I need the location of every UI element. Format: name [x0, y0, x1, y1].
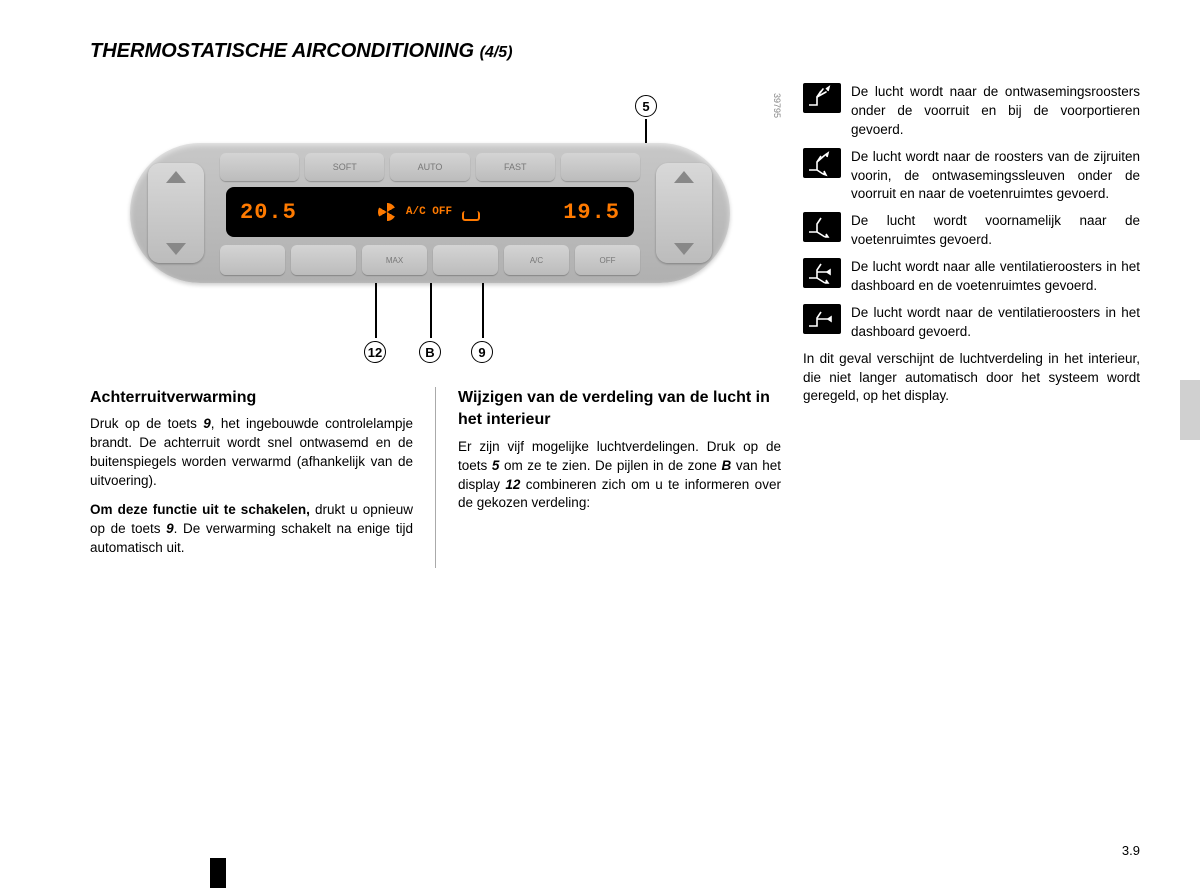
col3-footer: In dit geval verschijnt de luchtverdelin…	[803, 350, 1140, 407]
dist-text-1: De lucht wordt naar de roosters van de z…	[851, 148, 1140, 205]
dist-item-windshield-feet: De lucht wordt naar de roosters van de z…	[803, 148, 1140, 205]
climate-panel: SOFT AUTO FAST 20.5 A/C OFF 19.5	[130, 143, 730, 283]
title-suffix: (4/5)	[480, 44, 513, 61]
chevron-down-icon	[166, 243, 186, 255]
bot-btn-2	[291, 245, 356, 275]
dist-text-0: De lucht wordt naar de ontwasemingsroost…	[851, 83, 1140, 140]
bot-btn-3: MAX	[362, 245, 427, 275]
top-btn-dist	[561, 153, 640, 181]
image-ref: 39795	[772, 93, 782, 118]
bot-btn-1	[220, 245, 285, 275]
chevron-up-icon	[674, 171, 694, 183]
callout-5: 5	[635, 95, 657, 117]
column-1: Achterruitverwarming Druk op de toets 9,…	[90, 387, 413, 568]
top-button-row: SOFT AUTO FAST	[220, 153, 640, 181]
callout-12: 12	[364, 341, 386, 363]
temp-rocker-left	[148, 163, 204, 263]
page-columns: 39795 5 13 12 B 9	[90, 83, 1140, 568]
dist-text-4: De lucht wordt naar de ventilatierooster…	[851, 304, 1140, 342]
temp-rocker-right	[656, 163, 712, 263]
fan-icon	[378, 203, 396, 221]
callout-9: 9	[471, 341, 493, 363]
airflow-dash-icon	[803, 304, 841, 334]
lcd-display: 20.5 A/C OFF 19.5	[226, 187, 634, 237]
col1-heading: Achterruitverwarming	[90, 387, 413, 409]
dist-item-dash-feet: De lucht wordt naar alle ventilatieroost…	[803, 258, 1140, 296]
top-btn-auto: AUTO	[390, 153, 469, 181]
chevron-up-icon	[166, 171, 186, 183]
callout-B-label: B	[419, 341, 441, 363]
col1-p1: Druk op de toets 9, het ingebouwde contr…	[90, 415, 413, 491]
t: Om deze functie uit te schakelen,	[90, 502, 310, 517]
temp-left: 20.5	[240, 200, 297, 225]
col2-heading: Wijzigen van de verdeling van de lucht i…	[458, 387, 781, 432]
column-divider	[435, 387, 436, 568]
ac-off-label: A/C OFF	[406, 206, 452, 218]
callout-5-label: 5	[635, 95, 657, 117]
dist-text-3: De lucht wordt naar alle ventilatieroost…	[851, 258, 1140, 296]
airflow-feet-icon	[803, 212, 841, 242]
ref-12: 12	[505, 477, 520, 492]
dist-item-dash: De lucht wordt naar de ventilatierooster…	[803, 304, 1140, 342]
column-3: De lucht wordt naar de ontwasemingsroost…	[803, 83, 1140, 568]
col2-p1: Er zijn vijf mogelijke luchtverdelingen.…	[458, 438, 781, 514]
chevron-down-icon	[674, 243, 694, 255]
footer-mark	[210, 858, 226, 888]
display-mid: A/C OFF	[378, 203, 482, 221]
ref-B: B	[722, 458, 732, 473]
seat-airflow-icon	[462, 203, 482, 221]
callout-12-label: 12	[364, 341, 386, 363]
page-number: 3.9	[1122, 843, 1140, 858]
bot-btn-5: A/C	[504, 245, 569, 275]
airflow-windshield-icon	[803, 83, 841, 113]
bottom-button-row: MAX A/C OFF	[220, 245, 640, 275]
top-btn-soft: SOFT	[305, 153, 384, 181]
col1-p2: Om deze functie uit te schakelen, drukt …	[90, 501, 413, 558]
airflow-dash-feet-icon	[803, 258, 841, 288]
temp-right: 19.5	[563, 200, 620, 225]
t: om ze te zien. De pijlen in de zone	[499, 458, 721, 473]
dist-item-feet: De lucht wordt voornamelijk naar de voet…	[803, 212, 1140, 250]
top-btn-fan	[220, 153, 299, 181]
page-title: THERMOSTATISCHE AIRCONDITIONING (4/5)	[90, 40, 1140, 63]
climate-panel-figure: 39795 5 13 12 B 9	[90, 83, 780, 373]
dist-item-windshield: De lucht wordt naar de ontwasemingsroost…	[803, 83, 1140, 140]
callout-B: B	[419, 341, 441, 363]
bot-btn-4	[433, 245, 498, 275]
t: Druk op de toets	[90, 416, 203, 431]
section-tab	[1180, 380, 1200, 440]
callout-9-label: 9	[471, 341, 493, 363]
title-main: THERMOSTATISCHE AIRCONDITIONING	[90, 40, 474, 62]
bot-btn-6: OFF	[575, 245, 640, 275]
dist-text-2: De lucht wordt voornamelijk naar de voet…	[851, 212, 1140, 250]
ref-9: 9	[203, 416, 211, 431]
column-2: Wijzigen van de verdeling van de lucht i…	[458, 387, 781, 568]
top-btn-fast: FAST	[476, 153, 555, 181]
airflow-windshield-feet-icon	[803, 148, 841, 178]
ref-9: 9	[166, 521, 174, 536]
